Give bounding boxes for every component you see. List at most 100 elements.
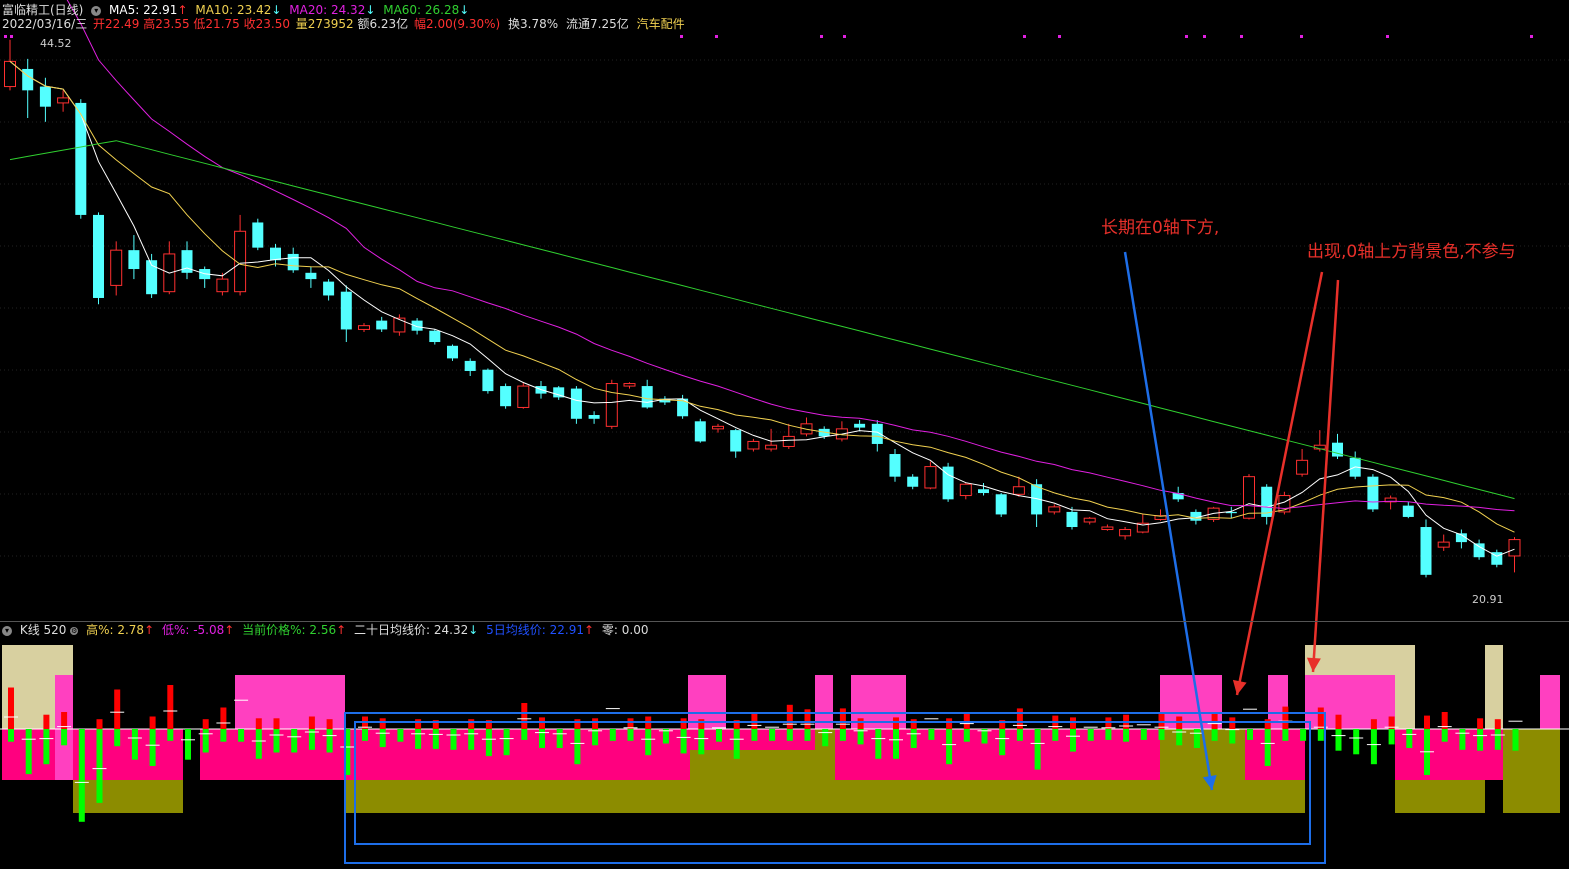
candle-down xyxy=(677,398,689,417)
candle-down xyxy=(1491,552,1503,565)
event-marker xyxy=(715,35,718,38)
indicator-up-bar xyxy=(1282,706,1289,729)
ind-ma20-arrow: ↓ xyxy=(468,623,479,637)
indicator-up-bar xyxy=(521,703,528,729)
candle-up xyxy=(1119,529,1132,537)
indicator-up-bar xyxy=(680,718,687,729)
indicator-down-bar xyxy=(981,729,988,744)
indicator-down-bar xyxy=(415,729,422,749)
indicator-name[interactable]: K线 520 xyxy=(19,623,67,637)
indicator-down-bar xyxy=(609,729,616,741)
chevron-down-icon[interactable]: ▾ xyxy=(2,625,12,636)
indicator-down-bar xyxy=(1034,729,1041,770)
candle-down xyxy=(287,253,299,271)
indicator-down-bar xyxy=(43,729,50,765)
indicator-down-bar xyxy=(114,729,121,747)
candle-up xyxy=(1154,515,1167,520)
annotation-above-zero: 出现,0轴上方背景色,不参与 xyxy=(1307,242,1516,262)
candle-up xyxy=(110,249,123,286)
indicator-down-bar xyxy=(1087,729,1094,741)
indicator-down-bar xyxy=(893,729,899,759)
candle-down xyxy=(447,345,458,359)
candle-down xyxy=(1420,527,1432,575)
indicator-up-bar xyxy=(43,714,50,729)
indicator-zone xyxy=(1485,645,1503,729)
indicator-down-bar xyxy=(822,729,829,747)
ind-zero: 零: 0.00 xyxy=(601,623,649,637)
candle-up xyxy=(1083,517,1096,523)
candle-up xyxy=(358,325,370,330)
settings-icon[interactable]: ⚙ xyxy=(70,626,79,635)
indicator-down-bar xyxy=(255,729,262,759)
ind-cur: 当前价格%: 2.56 xyxy=(242,623,337,637)
indicator-down-bar xyxy=(946,729,953,765)
candle-down xyxy=(464,360,476,371)
indicator-down-bar xyxy=(1459,729,1466,750)
indicator-up-bar xyxy=(167,685,174,729)
indicator-up-bar xyxy=(786,704,793,729)
indicator-down-bar xyxy=(857,729,864,745)
candle-down xyxy=(818,428,830,437)
red-arrow-1 xyxy=(1235,271,1324,696)
candle-down xyxy=(889,454,901,477)
indicator-up-bar xyxy=(308,716,315,729)
event-marker xyxy=(820,35,823,38)
indicator-down-bar xyxy=(202,729,209,753)
indicator-down-bar xyxy=(574,729,581,765)
stock-title[interactable]: 富临精工(日线) xyxy=(2,3,84,17)
indicator-down-bar xyxy=(1441,729,1448,742)
indicator-down-bar xyxy=(592,729,599,746)
event-marker xyxy=(1386,35,1389,38)
ind-high: 高%: 2.78 xyxy=(86,623,145,637)
indicator-up-bar xyxy=(1388,716,1395,729)
ind-cur-arrow: ↑ xyxy=(336,623,347,637)
indicator-down-bar xyxy=(751,729,758,741)
indicator-up-bar xyxy=(999,720,1006,729)
indicator-down-bar xyxy=(733,729,740,759)
indicator-down-bar xyxy=(1193,729,1200,748)
candle-down xyxy=(429,330,441,343)
indicator-up-bar xyxy=(202,719,209,729)
indicator-down-bar xyxy=(167,729,174,741)
quote-industry[interactable]: 汽车配件 xyxy=(636,17,685,31)
indicator-down-bar xyxy=(25,729,32,775)
candle-down xyxy=(500,386,512,407)
indicator-down-bar xyxy=(1052,729,1059,741)
ind-low: 低%: -5.08 xyxy=(161,623,225,637)
indicator-up-bar xyxy=(8,687,14,729)
indicator-zone xyxy=(1540,675,1560,729)
quote-amount: 额6.23亿 xyxy=(357,17,409,31)
indicator-down-bar xyxy=(1105,729,1112,740)
indicator-down-bar xyxy=(769,729,776,741)
candle-down xyxy=(854,423,866,428)
indicator-up-bar xyxy=(804,709,811,729)
candle-down xyxy=(570,388,582,419)
panel-divider xyxy=(0,621,1569,622)
quote-date: 2022/03/16/三 xyxy=(2,17,88,31)
indicator-down-bar xyxy=(1211,729,1218,741)
quote-change: 幅2.00(9.30%) xyxy=(414,17,501,31)
ma20-legend: MA20: 24.32 xyxy=(289,3,366,17)
highlight-box-outer xyxy=(344,712,1326,864)
indicator-down-bar xyxy=(645,729,652,756)
blue-arrow xyxy=(1123,251,1214,791)
indicator-down-bar xyxy=(220,729,227,742)
indicator-down-bar xyxy=(96,729,103,803)
quote-volume: 量273952 xyxy=(295,17,354,31)
event-marker xyxy=(1058,35,1061,38)
indicator-up-bar xyxy=(1424,715,1430,729)
candle-down xyxy=(1190,511,1202,521)
candle-up xyxy=(924,466,937,489)
ind-ma5: 5日均线价: 22.91 xyxy=(486,623,584,637)
candle-down xyxy=(1332,442,1343,457)
chevron-down-icon[interactable]: ▾ xyxy=(91,5,102,16)
indicator-up-bar xyxy=(893,717,899,729)
indicator-up-bar xyxy=(1441,712,1448,729)
ma60-legend: MA60: 26.28 xyxy=(383,3,460,17)
indicator-down-bar xyxy=(662,729,669,744)
indicator-up-bar xyxy=(574,719,581,729)
indicator-down-bar xyxy=(1494,729,1501,750)
indicator-down-bar xyxy=(1158,729,1165,740)
candle-down xyxy=(22,68,34,91)
candle-down xyxy=(340,291,352,330)
